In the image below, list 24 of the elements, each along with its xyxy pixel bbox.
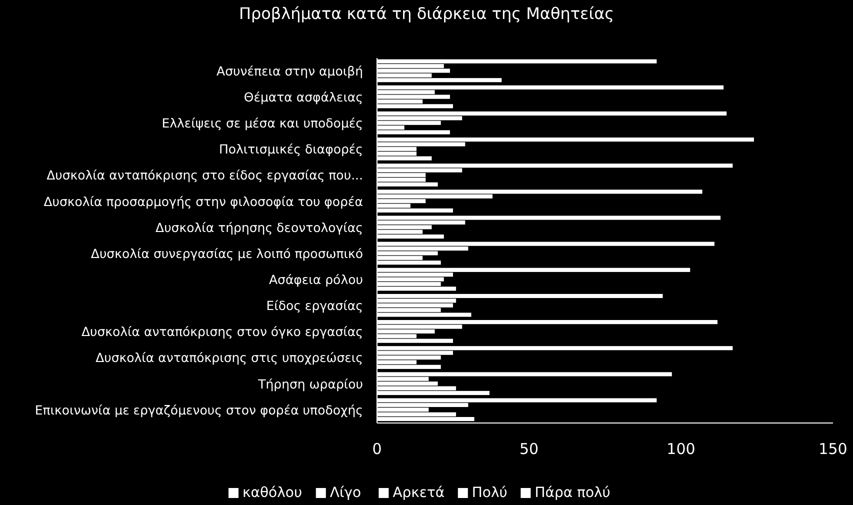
y-tick-label: Πολιτισμικές διαφορές	[218, 142, 363, 157]
y-tick-label: Ελλείψεις σε μέσα και υποδομές	[162, 116, 363, 131]
y-tick-label: Δυσκολία τήρησης δεοντολογίας	[156, 220, 363, 235]
y-tick-label: Ασάφεια ρόλου	[268, 272, 363, 287]
y-tick-label: Επικοινωνία με εργαζόμενους στον φορέα υποδοχής	[34, 402, 363, 418]
y-tick-label: Είδος εργασίας	[266, 298, 363, 314]
legend-label: Λίγο	[330, 485, 362, 501]
x-tick-label: 50	[519, 440, 539, 458]
y-tick-label: Δυσκολία ανταπόκρισης στο είδος εργασίας που...	[46, 168, 363, 183]
legend-label: Πάρα πολύ	[534, 485, 610, 501]
y-tick-label: Δυσκολία προσαρμογής στην φιλοσοφία του φορέα	[44, 194, 363, 209]
legend-label: Πολύ	[472, 485, 508, 501]
x-tick-label: 0	[372, 440, 382, 458]
y-tick-label: Δυσκολία ανταπόκρισης στον όγκο εργασίας	[81, 324, 363, 340]
y-tick-label: Δυσκολία ανταπόκρισης στις υποχρεώσεις	[96, 350, 363, 366]
y-tick-label: Δυσκολία συνεργασίας με λοιπό προσωπικό	[90, 246, 363, 261]
y-tick-label: Τήρηση ωραρίου	[257, 376, 363, 392]
y-tick-label: Ασυνέπεια στην αμοιβή	[216, 63, 363, 78]
x-tick-label: 150	[818, 440, 848, 458]
legend-label: καθόλου	[242, 485, 302, 501]
chart-title: Προβλήματα κατά τη διάρκεια της Μαθητείας	[238, 4, 614, 23]
y-tick-label: Θέματα ασφάλειας	[244, 89, 363, 104]
x-tick-label: 100	[666, 440, 696, 458]
legend-label: Αρκετά	[392, 485, 445, 501]
